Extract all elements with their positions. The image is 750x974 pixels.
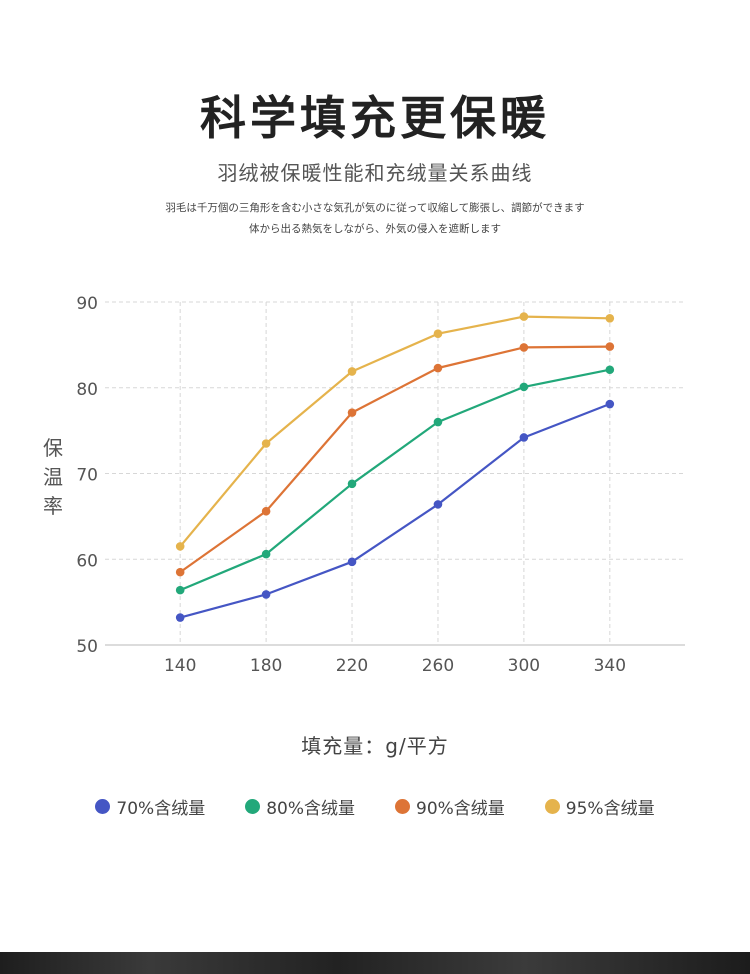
x-tick-label-140: 140 (164, 656, 196, 676)
series-line-0 (179, 402, 611, 619)
series-line-1 (179, 368, 611, 592)
x-tick-label-300: 300 (508, 656, 540, 676)
series-0-point-260 (433, 500, 443, 509)
series-2-point-220 (347, 408, 357, 417)
description-line-2: 体から出る熱気をしながら、外気の侵入を遮断します (249, 223, 501, 235)
series-1-point-140 (175, 585, 185, 595)
legend-label-80: 80%含绒量 (266, 799, 355, 819)
chart-subtitle: 羽绒被保暖性能和充绒量关系曲线 (217, 161, 533, 185)
y-axis-label: 保 温 率 (38, 434, 68, 521)
series-3-point-300 (519, 312, 529, 321)
legend-swatch-70 (95, 799, 111, 814)
legend-label-70: 70%含绒量 (116, 799, 206, 819)
series-2-point-300 (519, 343, 529, 352)
y-axis-label-char-3: 率 (43, 494, 63, 518)
legend-item-90: 90%含绒量 (395, 794, 505, 819)
series-0-point-140 (175, 613, 185, 622)
series-3-point-180 (261, 439, 271, 448)
legend-item-95: 95%含绒量 (544, 794, 655, 819)
series-1-point-340 (605, 365, 615, 375)
x-tick-label-220: 220 (336, 656, 368, 676)
series-0-point-300 (519, 433, 529, 442)
y-tick-label-80: 80 (76, 380, 98, 400)
legend: 70%含绒量 80%含绒量 90%含绒量 95%含绒量 (0, 794, 750, 819)
bottom-decorative-band (0, 952, 750, 974)
series-3-point-220 (347, 367, 357, 376)
y-tick-label-50: 50 (76, 637, 98, 657)
series-0-point-180 (261, 590, 271, 599)
legend-swatch-80 (245, 799, 261, 814)
series-3-point-140 (175, 542, 185, 551)
y-tick-label-70: 70 (76, 466, 98, 486)
page-title: 科学填充更保暖 (200, 91, 550, 145)
x-tick-label-260: 260 (422, 656, 454, 676)
series-2-point-260 (433, 363, 443, 373)
y-tick-label-60: 60 (76, 551, 98, 571)
legend-item-80: 80%含绒量 (245, 794, 355, 819)
y-axis-label-char-1: 保 (43, 436, 63, 460)
legend-swatch-95 (544, 799, 560, 814)
description: 羽毛は千万個の三角形を含む小さな気孔が気のに従って収縮して膨張し、調節ができます… (0, 198, 750, 240)
y-axis-label-char-2: 温 (43, 465, 63, 489)
x-tick-label-180: 180 (250, 656, 282, 676)
series-1-point-220 (347, 479, 357, 489)
series-0-point-340 (605, 399, 615, 409)
series-1-point-300 (519, 382, 529, 392)
x-axis-label: 填充量：g/平方 (301, 734, 449, 758)
description-line-1: 羽毛は千万個の三角形を含む小さな気孔が気のに従って収縮して膨張し、調節ができます (165, 202, 585, 214)
series-3-point-340 (605, 313, 615, 323)
series-2-point-180 (261, 506, 271, 516)
series-1-point-260 (433, 417, 443, 427)
legend-item-70: 70%含绒量 (95, 794, 205, 819)
series-2-point-140 (175, 567, 185, 577)
series-line-3 (179, 315, 610, 548)
series-1-point-180 (261, 549, 271, 559)
legend-label-95: 95%含绒量 (565, 799, 655, 819)
series-3-point-260 (433, 329, 443, 339)
series-0-point-220 (347, 557, 357, 567)
legend-label-90: 90%含绒量 (416, 799, 505, 819)
x-tick-label-340: 340 (594, 656, 626, 676)
series-2-point-340 (605, 342, 615, 351)
series-line-2 (179, 345, 610, 573)
legend-swatch-90 (395, 799, 410, 814)
y-tick-label-90: 90 (76, 294, 98, 314)
